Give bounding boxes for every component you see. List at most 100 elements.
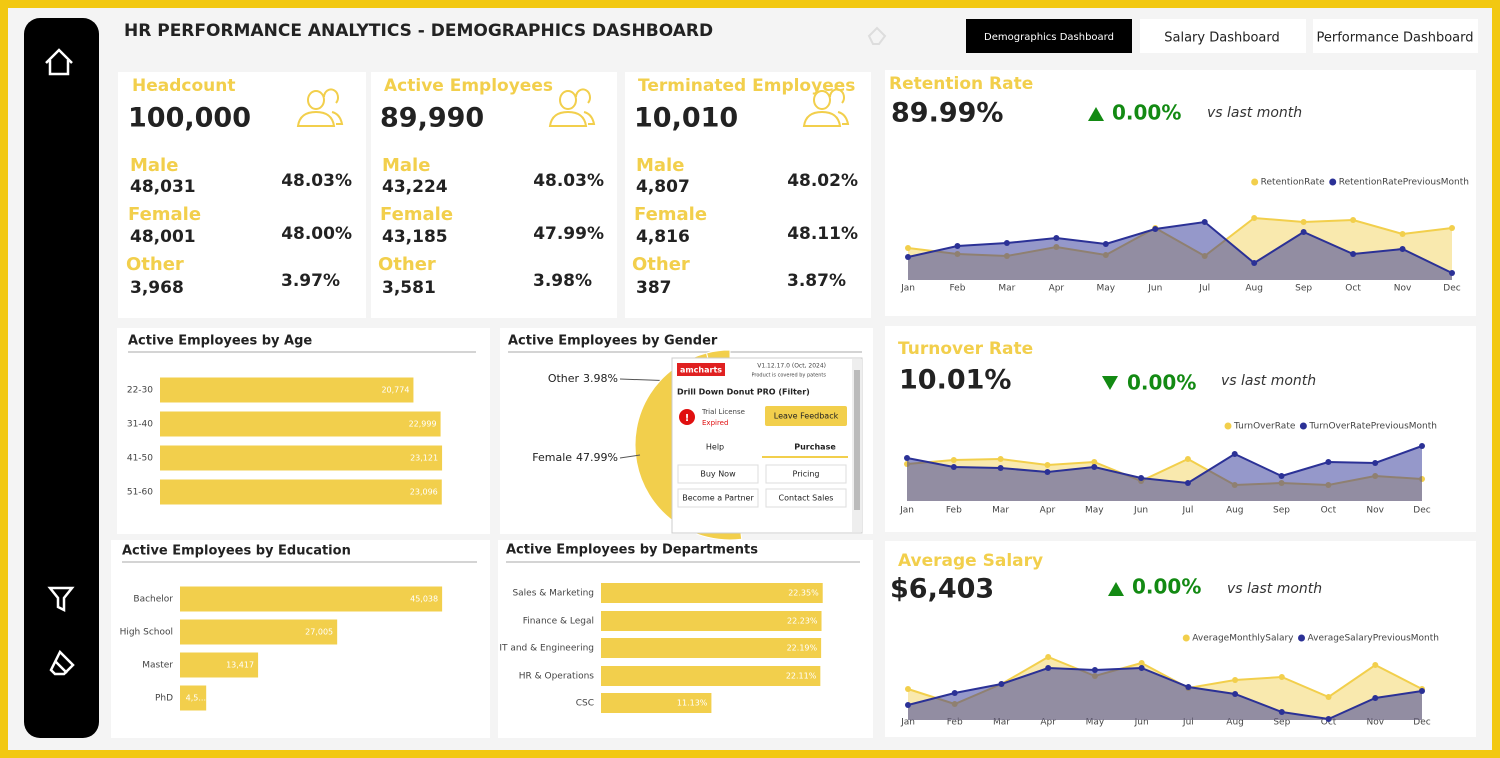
popup-help: Help xyxy=(706,443,724,452)
kpi-title: Active Employees xyxy=(384,76,553,96)
eraser-icon[interactable] xyxy=(49,649,75,676)
clear-icon[interactable] xyxy=(867,26,887,45)
popup-status: Expired xyxy=(702,419,728,427)
y-tick-label: 51-60 xyxy=(127,488,153,498)
kpi-count: 48,001 xyxy=(130,227,196,247)
feedback-button[interactable] xyxy=(765,406,847,426)
x-tick-label: May xyxy=(1085,506,1104,516)
tab[interactable] xyxy=(1313,19,1478,53)
bar xyxy=(180,619,338,645)
bar xyxy=(160,479,442,505)
legend-swatch xyxy=(1251,178,1259,186)
popup-button[interactable] xyxy=(765,464,847,484)
bar xyxy=(601,638,822,658)
y-tick-label: Sales & Marketing xyxy=(512,589,594,599)
x-tick-label: Feb xyxy=(946,506,962,516)
x-tick-label: Jan xyxy=(899,506,914,516)
kpi-label: Male xyxy=(130,155,178,176)
point xyxy=(1045,654,1052,660)
point xyxy=(1138,660,1145,666)
kpi-percent: 48.02% xyxy=(787,171,858,191)
point xyxy=(998,681,1005,687)
x-tick-label: Dec xyxy=(1413,718,1430,728)
slice-label: Female 47.99% xyxy=(532,451,618,464)
point xyxy=(905,686,911,692)
kpi-count: 43,224 xyxy=(382,177,448,197)
tab[interactable] xyxy=(1140,19,1306,53)
tab-active[interactable] xyxy=(966,19,1132,53)
point xyxy=(1053,235,1060,241)
x-tick-label: Jan xyxy=(900,718,915,728)
kpi-total: 89,990 xyxy=(380,103,484,134)
rate-change: 0.00% xyxy=(1112,101,1181,125)
popup-button[interactable] xyxy=(677,464,759,484)
rate-value: 10.01% xyxy=(899,365,1011,396)
y-tick-label: IT and & Engineering xyxy=(499,644,594,654)
alert-mark: ! xyxy=(685,413,690,424)
filter-icon[interactable] xyxy=(47,586,75,613)
point xyxy=(1201,219,1208,225)
popup-button[interactable] xyxy=(677,488,759,508)
kpi-percent: 48.00% xyxy=(281,224,352,244)
x-tick-label: Nov xyxy=(1394,284,1412,294)
point xyxy=(1372,695,1379,701)
popup-feedback[interactable]: Leave Feedback xyxy=(774,412,839,421)
popup-license: Trial License xyxy=(701,408,745,416)
y-tick-label: 41-50 xyxy=(127,454,153,464)
line xyxy=(907,220,1453,274)
point xyxy=(1232,677,1239,683)
kpi-label: Female xyxy=(128,204,201,225)
kpi-title: Headcount xyxy=(132,76,236,96)
x-tick-label: Sep xyxy=(1295,284,1312,294)
home-icon[interactable] xyxy=(45,48,73,76)
kpi-count: 3,581 xyxy=(382,278,436,298)
popup-button-label[interactable]: Pricing xyxy=(793,470,820,479)
slice-label: Other 3.98% xyxy=(548,372,618,385)
point xyxy=(1138,665,1145,671)
x-tick-label: Aug xyxy=(1226,506,1244,516)
popup-button-label[interactable]: Contact Sales xyxy=(779,494,834,503)
kpi-percent: 3.97% xyxy=(281,271,340,291)
point xyxy=(1185,684,1192,690)
value-label: 23,121 xyxy=(410,454,438,463)
point xyxy=(1419,688,1425,694)
bar xyxy=(601,666,821,686)
x-tick-label: Apr xyxy=(1040,718,1056,728)
point xyxy=(1325,459,1332,465)
scroll-thumb xyxy=(854,370,860,510)
popup-button-label[interactable]: Buy Now xyxy=(700,470,736,479)
x-tick-label: Jul xyxy=(1182,718,1194,728)
kpi-count: 4,816 xyxy=(636,227,690,247)
point xyxy=(1251,260,1258,266)
tab-label[interactable]: Demographics Dashboard xyxy=(984,32,1114,43)
rate-value: $6,403 xyxy=(890,574,994,605)
bar xyxy=(601,693,712,713)
point xyxy=(905,254,911,260)
point xyxy=(1372,460,1379,466)
point xyxy=(1091,464,1098,470)
popup-button[interactable] xyxy=(765,488,847,508)
tab-label[interactable]: Salary Dashboard xyxy=(1164,31,1280,46)
kpi-count: 3,968 xyxy=(130,278,184,298)
x-tick-label: Apr xyxy=(1049,284,1065,294)
x-tick-label: Aug xyxy=(1245,284,1263,294)
y-tick-label: 22-30 xyxy=(127,386,153,396)
kpi-count: 387 xyxy=(636,278,672,298)
legend-label: AverageMonthlySalary xyxy=(1192,634,1294,644)
point xyxy=(1003,240,1010,246)
point xyxy=(1091,459,1098,465)
tab-label[interactable]: Performance Dashboard xyxy=(1316,31,1473,46)
chart-title: Active Employees by Gender xyxy=(508,334,718,349)
legend-swatch xyxy=(1224,422,1232,430)
popup-purchase: Purchase xyxy=(794,443,836,452)
popup-button-label[interactable]: Become a Partner xyxy=(682,494,754,503)
x-tick-label: Jun xyxy=(1134,718,1149,728)
value-label: 27,005 xyxy=(305,628,333,637)
legend-label: AverageSalaryPreviousMonth xyxy=(1308,634,1439,644)
x-tick-label: Jul xyxy=(1198,284,1210,294)
x-tick-label: Mar xyxy=(993,718,1010,728)
bar xyxy=(160,377,414,403)
point xyxy=(1449,225,1455,231)
slice-category: Other xyxy=(548,372,580,385)
rate-change: 0.00% xyxy=(1132,575,1201,599)
